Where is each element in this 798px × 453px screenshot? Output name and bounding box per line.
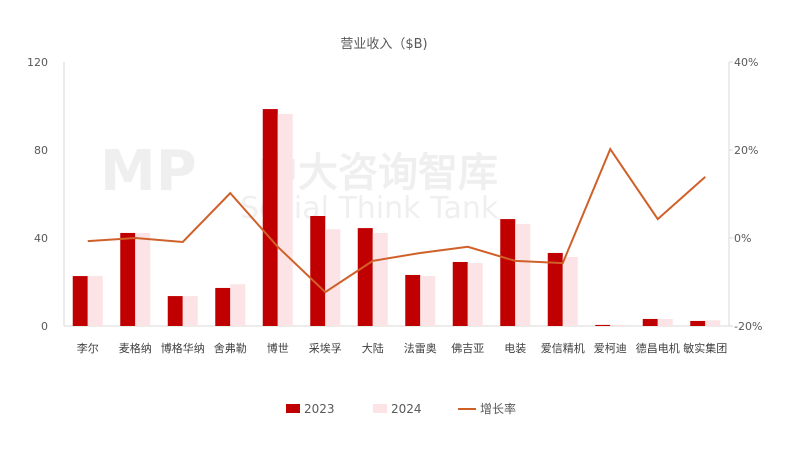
bar-2023 — [547, 252, 563, 326]
bar-2023 — [595, 324, 611, 326]
legend-label-2023: 2023 — [304, 402, 335, 416]
watermark-logo: MP — [100, 139, 197, 204]
bar-2023 — [642, 318, 658, 326]
legend-label-2024: 2024 — [391, 402, 422, 416]
right-tick-label: -20% — [734, 320, 762, 333]
right-tick-label: 20% — [734, 144, 758, 157]
category-label: 舍弗勒 — [214, 341, 247, 355]
watermark: MP 中大咨询智库 Social Think Tank — [100, 139, 499, 226]
left-tick-label: 80 — [34, 144, 48, 157]
bar-2024 — [610, 324, 626, 326]
bar-2024 — [467, 263, 483, 326]
category-label: 佛吉亚 — [451, 342, 484, 355]
bar-2024 — [372, 232, 388, 326]
category-label: 敏实集团 — [683, 341, 727, 355]
chart-title: 营业收入（$B) — [340, 37, 427, 52]
watermark-cn: 中大咨询智库 — [258, 150, 498, 196]
bar-2024 — [230, 284, 246, 326]
bar-2024 — [87, 276, 103, 326]
bar-2023 — [310, 216, 326, 326]
legend-swatch-2024 — [373, 404, 387, 413]
bar-2024 — [657, 318, 673, 326]
category-label: 爱柯迪 — [594, 342, 627, 355]
category-label: 法雷奥 — [404, 341, 437, 355]
bar-2023 — [262, 109, 278, 326]
growth-rate-line — [87, 147, 706, 294]
bar-2023 — [167, 296, 183, 326]
bar-2024 — [277, 113, 293, 326]
category-label: 大陆 — [362, 341, 384, 355]
bar-2024 — [562, 256, 578, 326]
legend-swatch-2023 — [286, 404, 300, 413]
bar-2024 — [420, 276, 436, 326]
left-tick-label: 0 — [41, 320, 48, 333]
category-label: 博格华纳 — [161, 341, 205, 355]
bar-2024 — [135, 232, 151, 326]
legend-label-growth: 增长率 — [480, 401, 516, 416]
category-label: 麦格纳 — [119, 341, 152, 355]
left-tick-label: 40 — [34, 232, 48, 245]
bar-2024 — [705, 320, 721, 326]
bar-2023 — [215, 287, 231, 326]
category-label: 德昌电机 — [636, 341, 680, 355]
bar-2024 — [182, 296, 198, 326]
category-label: 爱信精机 — [541, 341, 585, 355]
category-label: 采埃孚 — [309, 341, 342, 355]
bar-2023 — [357, 228, 373, 326]
bar-2023 — [405, 274, 421, 326]
bar-2024 — [325, 229, 341, 326]
category-label: 电装 — [504, 342, 526, 355]
category-label: 博世 — [267, 342, 289, 355]
left-tick-label: 120 — [27, 56, 48, 69]
bar-2023 — [452, 261, 468, 326]
bar-2023 — [120, 232, 136, 326]
bar-2023 — [72, 276, 88, 326]
category-label: 李尔 — [77, 341, 99, 355]
right-tick-label: 40% — [734, 56, 758, 69]
bar-2024 — [515, 223, 531, 326]
bar-2023 — [690, 320, 706, 326]
right-tick-label: 0% — [734, 232, 751, 245]
bar-2023 — [500, 219, 516, 326]
